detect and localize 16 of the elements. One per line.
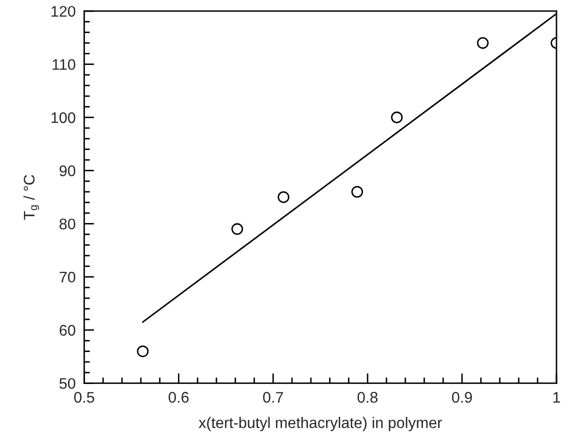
y-axis-title: T$_{g}$ / °C bbox=[23, 174, 40, 220]
y-tick-label: 90 bbox=[60, 165, 76, 176]
y-tick-label: 60 bbox=[60, 324, 76, 336]
x-tick-label: 0.8 bbox=[358, 392, 378, 403]
y-tick-label: 70 bbox=[60, 272, 76, 283]
y-tick-label: 100 bbox=[52, 112, 76, 124]
y-tick-label: 110 bbox=[52, 59, 76, 70]
x-tick-label: 1 bbox=[553, 392, 560, 403]
x-tick-label: 0.5 bbox=[74, 392, 94, 403]
x-tick-label: 0.6 bbox=[168, 392, 189, 403]
x-axis-title: x(tert-butyl methacrylate) in polymer bbox=[198, 416, 442, 432]
x-tick-label: 0.7 bbox=[263, 392, 283, 403]
x-tick-label: 0.9 bbox=[452, 392, 472, 403]
y-tick-label: 120 bbox=[52, 6, 76, 17]
y-tick-label: 80 bbox=[60, 218, 76, 230]
y-tick-label: 50 bbox=[60, 378, 76, 389]
